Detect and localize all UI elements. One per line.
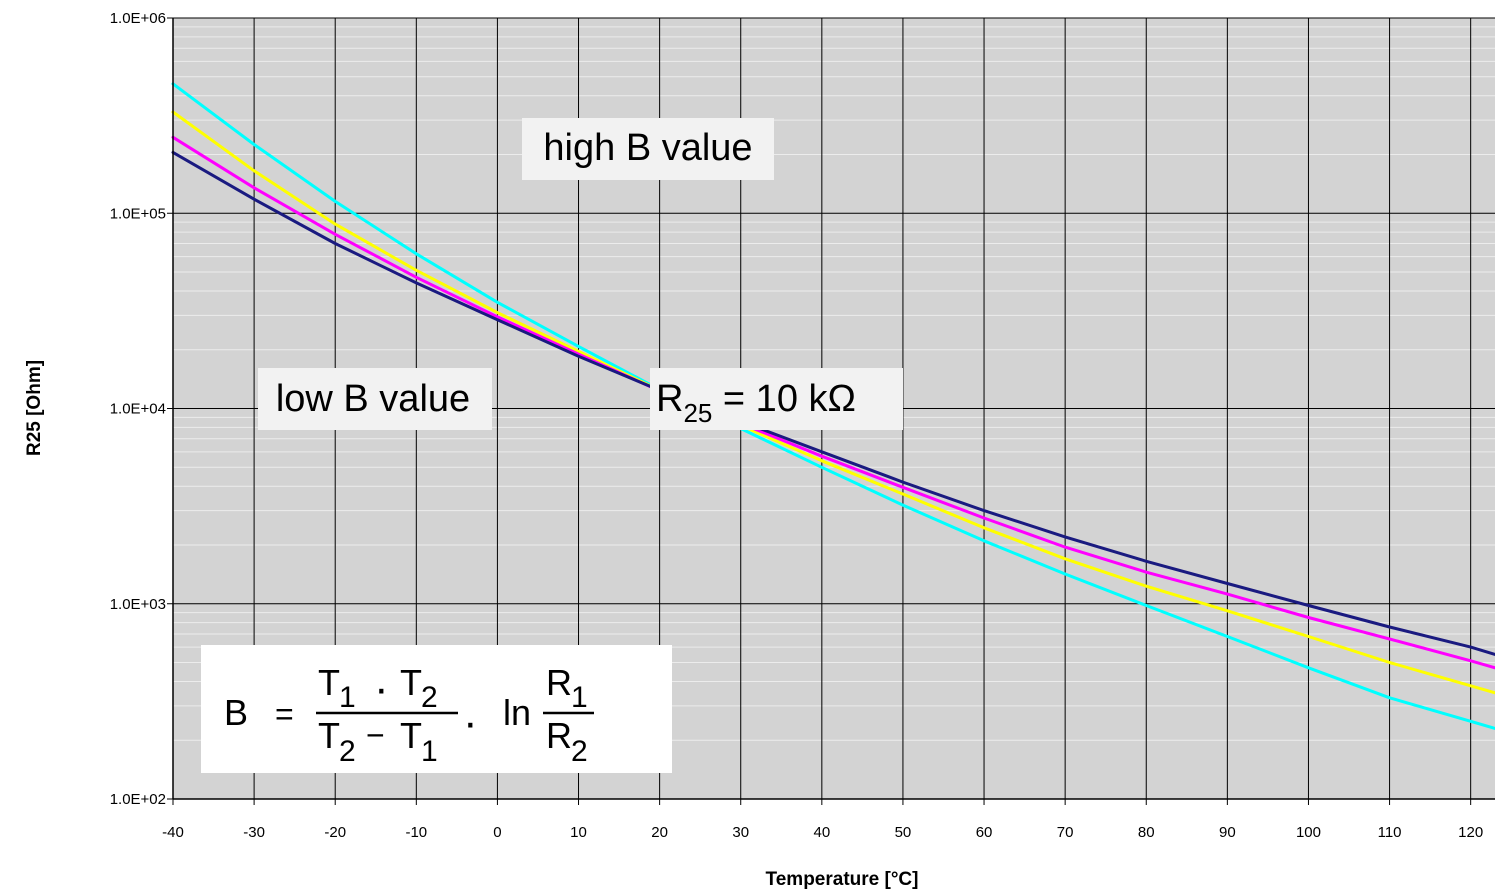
series-line-2 (171, 135, 1495, 670)
y-axis-label: R25 [Ohm] (24, 360, 45, 456)
svg-text:T: T (400, 715, 422, 756)
high-b-label: high B value (543, 127, 752, 169)
svg-text:1: 1 (339, 681, 356, 714)
svg-text:T: T (318, 715, 340, 756)
x-axis-label: Temperature [°C] (766, 869, 919, 890)
svg-text:R: R (546, 662, 572, 703)
x-tick-label: 40 (813, 824, 830, 841)
x-tick-label: 70 (1057, 824, 1074, 841)
y-tick-label: 1.0E+03 (110, 596, 166, 613)
r25-label: R25 = 10 kΩ (656, 378, 856, 428)
b-value-formula: B = T 1 · T 2 T 2 − T 1 · ln R 1 R 2 (201, 645, 672, 773)
low-b-label: low B value (276, 378, 470, 420)
series-line-1 (171, 150, 1495, 656)
svg-text:−: − (366, 717, 385, 753)
svg-text:2: 2 (571, 735, 588, 768)
x-tick-label: 80 (1138, 824, 1155, 841)
svg-text:2: 2 (339, 735, 356, 768)
svg-text:B: B (224, 692, 248, 733)
svg-text:T: T (318, 662, 340, 703)
series-line-4 (171, 82, 1495, 730)
x-tick-label: 20 (651, 824, 668, 841)
x-tick-label: 30 (732, 824, 749, 841)
x-tick-label: 50 (895, 824, 912, 841)
svg-text:·: · (463, 698, 478, 747)
low-b-label-box (258, 368, 492, 430)
high-b-label-box (522, 118, 774, 180)
x-tick-label: -30 (243, 824, 265, 841)
x-tick-label: 60 (976, 824, 993, 841)
series-lines (171, 82, 1495, 730)
x-tick-label: 90 (1219, 824, 1236, 841)
svg-text:2: 2 (421, 681, 438, 714)
y-tick-label: 1.0E+05 (110, 205, 166, 222)
svg-text:T: T (400, 662, 422, 703)
x-tick-label: 10 (570, 824, 587, 841)
x-tick-label: 100 (1296, 824, 1321, 841)
y-tick-labels: 1.0E+02 1.0E+03 1.0E+04 1.0E+05 1.0E+06 (110, 10, 166, 808)
svg-text:·: · (374, 664, 389, 713)
y-tick-label: 1.0E+02 (110, 791, 166, 808)
svg-text:1: 1 (421, 735, 438, 768)
axes (167, 17, 1495, 805)
x-tick-label: -10 (405, 824, 427, 841)
r25-label-box (650, 368, 903, 430)
x-tick-labels: -40 -30 -20 -10 0 10 20 30 40 50 60 70 80 90 100 110 120 (162, 824, 1483, 841)
y-tick-label: 1.0E+06 (110, 10, 166, 27)
svg-text:1: 1 (571, 681, 588, 714)
svg-text:ln: ln (503, 692, 531, 733)
x-tick-label: 120 (1458, 824, 1483, 841)
x-tick-label: -20 (324, 824, 346, 841)
x-tick-label: -40 (162, 824, 184, 841)
svg-text:R: R (546, 715, 572, 756)
series-line-3 (171, 110, 1495, 695)
y-tick-label: 1.0E+04 (110, 401, 166, 418)
svg-text:=: = (275, 696, 294, 732)
x-tick-label: 110 (1378, 824, 1402, 841)
x-tick-label: 0 (493, 824, 501, 841)
